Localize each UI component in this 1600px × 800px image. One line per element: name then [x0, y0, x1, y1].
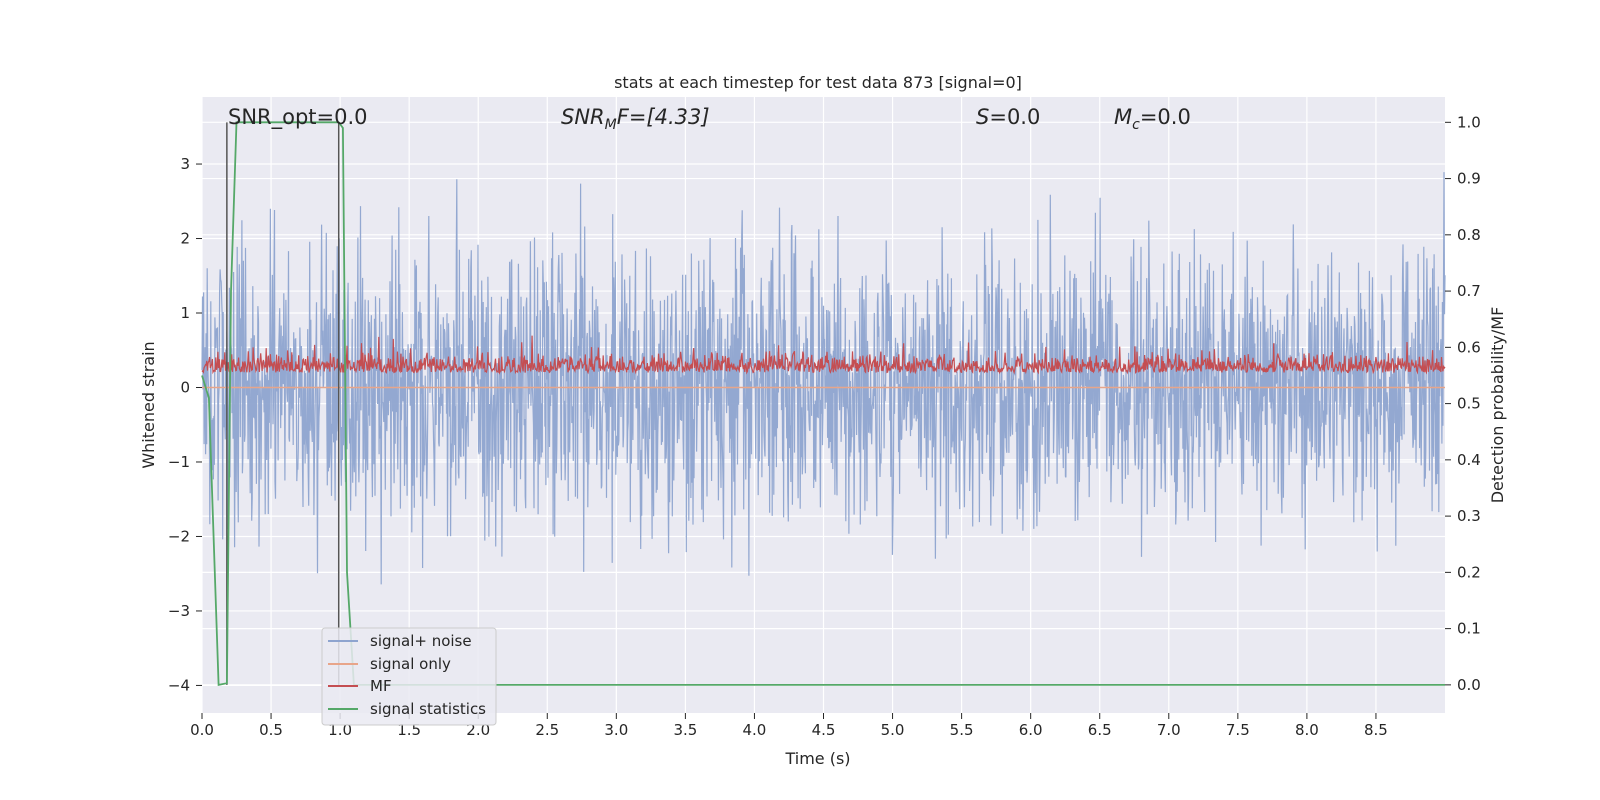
y-tick-label: 2 [180, 230, 190, 248]
x-tick-label: 0.5 [259, 721, 283, 739]
y-right-tick-label: 0.0 [1457, 676, 1481, 694]
series-mf [201, 335, 1446, 375]
x-tick-label: 4.0 [743, 721, 767, 739]
x-tick-label: 4.5 [812, 721, 836, 739]
y-right-tick-label: 0.6 [1457, 338, 1481, 356]
x-tick-label: 7.0 [1157, 721, 1181, 739]
legend: signal+ noise signal only MF signal stat… [321, 627, 497, 726]
legend-label-mf: MF [370, 677, 392, 695]
annotation-mc-value: =0.0 [1140, 105, 1191, 129]
y-tick-label: 1 [180, 304, 190, 322]
legend-label-signal-noise: signal+ noise [370, 632, 472, 650]
x-axis-label: Time (s) [784, 749, 850, 768]
series-layer [201, 121, 1446, 686]
x-tick-label: 5.0 [881, 721, 905, 739]
x-tick-label: 0.0 [190, 721, 214, 739]
annotation-snr-mf-sub: M [605, 117, 617, 133]
x-tick-label: 2.5 [535, 721, 559, 739]
annotation-mc-sub: c [1132, 117, 1140, 133]
y-tick-label: 0 [180, 378, 190, 396]
legend-label-signal-statistics: signal statistics [370, 700, 486, 718]
y-axis-label-right: Detection probability/MF [1488, 307, 1507, 504]
chart-title: stats at each timestep for test data 873… [614, 73, 1022, 92]
y-right-tick-label: 0.2 [1457, 563, 1481, 581]
y-right-tick-label: 0.7 [1457, 282, 1481, 300]
annotation-mc-symbol: M [1114, 105, 1132, 129]
x-tick-label: 8.0 [1295, 721, 1319, 739]
annotations: SNR_opt=0.0 SNRMF=[4.33] S=0.0 Mc=0.0 [228, 105, 1191, 133]
x-tick-label: 5.5 [950, 721, 974, 739]
x-tick-label: 8.5 [1364, 721, 1388, 739]
series-signal-statistics [201, 121, 1445, 686]
legend-label-signal-only: signal only [370, 655, 451, 673]
y-tick-label: −3 [168, 602, 190, 620]
y-tick-label: 3 [180, 155, 190, 173]
x-tick-label: 3.0 [604, 721, 628, 739]
y-right-tick-label: 0.3 [1457, 507, 1481, 525]
y-tick-label: −1 [168, 453, 190, 471]
annotation-s-symbol: S [976, 105, 989, 129]
y-right-tick-label: 0.5 [1457, 395, 1481, 413]
y-right-tick-label: 0.9 [1457, 170, 1481, 188]
x-tick-label: 6.5 [1088, 721, 1112, 739]
annotation-s-value: =0.0 [989, 105, 1040, 129]
x-tick-label: 6.0 [1019, 721, 1043, 739]
y-right-tick-label: 1.0 [1457, 113, 1481, 131]
x-tick-label: 3.5 [673, 721, 697, 739]
annotation-snr-mf-rest: F=[4.33] [617, 105, 710, 129]
legend-box [321, 627, 497, 726]
annotation-mc: Mc=0.0 [1114, 105, 1191, 133]
annotation-s: S=0.0 [976, 105, 1040, 129]
y-tick-label: −4 [168, 676, 190, 694]
ticks-layer: 0.0 0.5 1.0 1.5 2.0 2.5 3.0 3.5 4.0 4.5 5.0 5.5 6.0 6… [168, 113, 1481, 739]
y-right-tick-label: 0.8 [1457, 226, 1481, 244]
annotation-snr-mf-base: SNR [561, 105, 605, 129]
annotation-snr-mf: SNRMF=[4.33] [561, 105, 710, 133]
x-tick-label: 7.5 [1226, 721, 1250, 739]
y-axis-label: Whitened strain [139, 341, 158, 468]
y-tick-label: −2 [168, 527, 190, 545]
annotation-snr-opt: SNR_opt=0.0 [228, 105, 368, 130]
y-right-tick-label: 0.4 [1457, 451, 1481, 469]
y-right-tick-label: 0.1 [1457, 620, 1481, 638]
